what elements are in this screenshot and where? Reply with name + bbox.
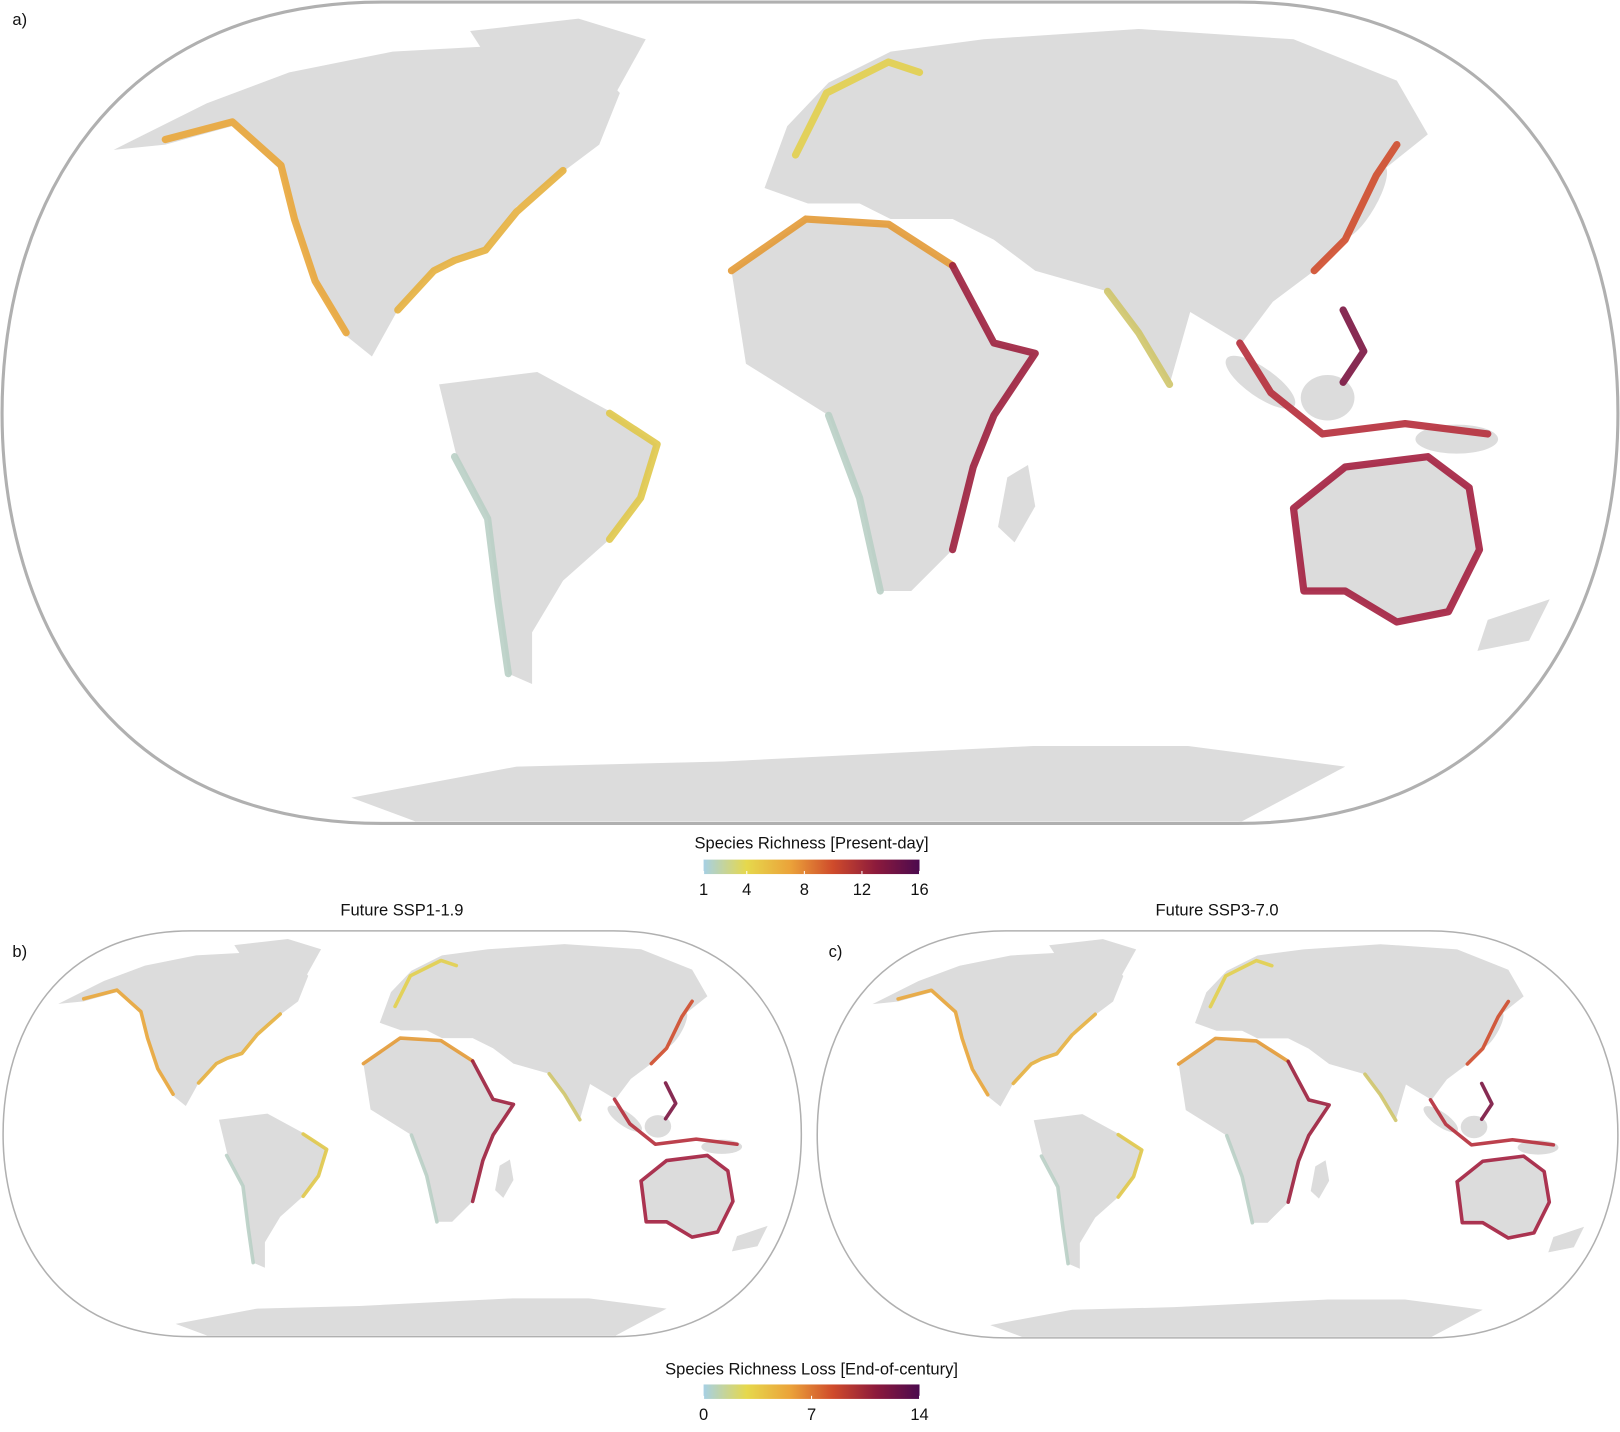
map-ssp370	[817, 931, 1618, 1338]
colorbar-tick-label: 16	[910, 880, 928, 899]
panel-label: b)	[12, 942, 27, 961]
colorbar-title: Species Richness [Present-day]	[695, 833, 929, 852]
colorbar-tick-label: 4	[742, 880, 751, 899]
panel-title: Future SSP3-7.0	[1156, 901, 1279, 920]
colorbar-tick-label: 1	[699, 880, 708, 899]
panel-label: c)	[829, 942, 843, 961]
colorbar-tick-label: 8	[800, 880, 809, 899]
colorbar-tick-label: 14	[910, 1405, 928, 1424]
map-present	[2, 2, 1618, 823]
panel-title: Future SSP1-1.9	[340, 901, 463, 920]
colorbar-gradient	[703, 1384, 920, 1399]
colorbar: Species Richness [Present-day] 1 4 8 12 16	[695, 833, 929, 898]
colorbar-gradient	[703, 859, 920, 875]
panel-label: a)	[12, 10, 27, 29]
map-ssp119	[3, 931, 801, 1337]
colorbar-tick-label: 7	[807, 1405, 816, 1424]
colorbar-tick-label: 0	[699, 1405, 708, 1424]
colorbar: Species Richness Loss [End-of-century] 0 7…	[665, 1359, 958, 1423]
colorbar-tick-label: 12	[853, 880, 871, 899]
colorbar-title: Species Richness Loss [End-of-century]	[665, 1359, 958, 1378]
